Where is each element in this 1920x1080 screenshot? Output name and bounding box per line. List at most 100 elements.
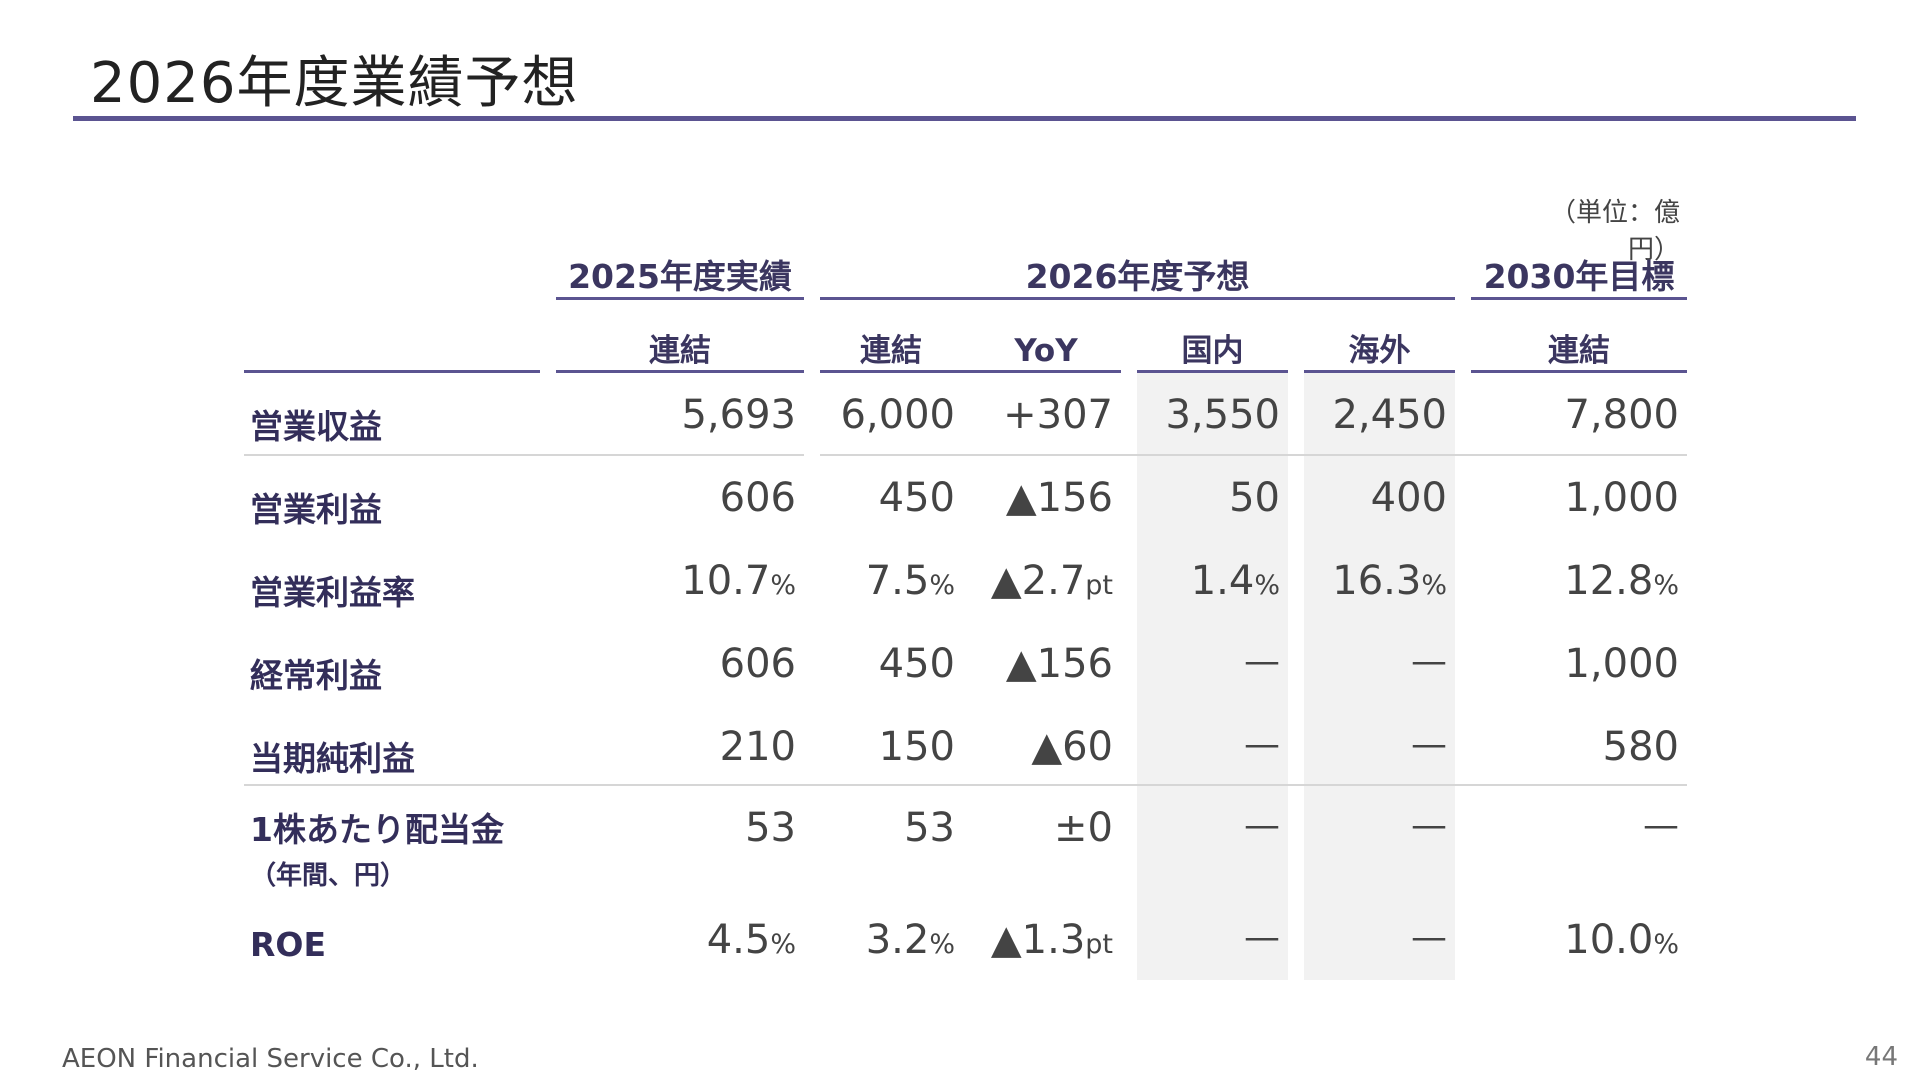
sub-rule-domestic (1137, 370, 1288, 373)
subheader-actual-consolidated: 連結 (649, 333, 711, 369)
sub-rule-label (244, 370, 540, 373)
table-cell: 3.2% (866, 917, 955, 963)
table-cell: — (1244, 724, 1280, 765)
cell-value: — (1411, 641, 1447, 682)
table-cell: 450 (879, 475, 955, 521)
cell-value: 1.4 (1190, 558, 1255, 604)
cell-value: ▲1.3 (990, 917, 1086, 963)
row-label: 営業収益 (250, 400, 382, 448)
cell-value: — (1244, 805, 1280, 846)
cell-value: 6,000 (840, 392, 955, 438)
cell-value: — (1244, 641, 1280, 682)
table-cell: 150 (879, 724, 955, 770)
group-rule-target (1471, 297, 1687, 300)
cell-value: ±0 (1054, 805, 1113, 851)
row-label-text: 営業収益 (250, 407, 382, 446)
row-label: 営業利益 (250, 483, 382, 531)
table-cell: 50 (1229, 475, 1280, 521)
row-label-text: 経常利益 (250, 656, 382, 695)
row-label: 経常利益 (250, 649, 382, 697)
page-number: 44 (1864, 1042, 1898, 1072)
table-cell: 4.5% (707, 917, 796, 963)
table-cell: 16.3% (1332, 558, 1447, 604)
table-cell: — (1411, 724, 1447, 765)
cell-unit: % (1254, 570, 1280, 601)
cell-value: — (1643, 805, 1679, 846)
table-cell: 580 (1603, 724, 1679, 770)
sub-rule-forecast (820, 370, 1121, 373)
cell-value: — (1244, 724, 1280, 765)
table-cell: ±0 (1054, 805, 1113, 851)
cell-value: ▲2.7 (990, 558, 1086, 604)
cell-value: ▲156 (1005, 641, 1113, 687)
table-cell: — (1244, 641, 1280, 682)
row-label-text: 1株あたり配当金 (250, 810, 504, 849)
cell-value: 606 (719, 475, 796, 521)
cell-unit: % (1653, 570, 1679, 601)
row-label: 当期純利益 (250, 732, 415, 780)
cell-value: 210 (719, 724, 796, 770)
group-header-forecast: 2026年度予想 (1025, 257, 1250, 296)
table-cell: — (1411, 805, 1447, 846)
table-cell: 450 (879, 641, 955, 687)
cell-value: ▲156 (1005, 475, 1113, 521)
cell-value: — (1411, 917, 1447, 958)
cell-value: 450 (878, 641, 955, 687)
sub-rule-actual (556, 370, 804, 373)
table-cell: — (1411, 641, 1447, 682)
cell-value: — (1411, 724, 1447, 765)
group-header-actual: 2025年度実績 (568, 257, 792, 296)
row-divider (244, 784, 1687, 786)
cell-value: 2,450 (1332, 392, 1447, 438)
table-cell: — (1411, 917, 1447, 958)
subheader-domestic: 国内 (1181, 333, 1244, 369)
page-title: 2026年度業績予想 (90, 51, 579, 116)
cell-value: 400 (1370, 475, 1447, 521)
unit-note: （単位：億円） (1549, 198, 1680, 265)
row-label: ROE (250, 925, 326, 964)
cell-value: 580 (1602, 724, 1679, 770)
cell-value: — (1411, 805, 1447, 846)
cell-value: — (1244, 917, 1280, 958)
cell-value: 450 (878, 475, 955, 521)
cell-unit: pt (1085, 570, 1113, 601)
cell-unit: % (929, 929, 955, 960)
table-cell: 1,000 (1564, 475, 1679, 521)
cell-value: 53 (904, 805, 955, 851)
cell-value: 12.8 (1564, 558, 1654, 604)
title-underline (73, 116, 1856, 121)
subheader-yoy: YoY (1014, 333, 1078, 369)
group-header-target: 2030年目標 (1483, 257, 1675, 296)
cell-value: ▲60 (1031, 724, 1113, 770)
table-cell: 53 (904, 805, 955, 851)
table-cell: 2,450 (1332, 392, 1447, 438)
cell-value: 4.5 (706, 917, 771, 963)
row-label-text: 営業利益率 (250, 573, 415, 612)
table-cell: — (1244, 917, 1280, 958)
row-label-text: ROE (250, 925, 327, 964)
table-cell: 7,800 (1564, 392, 1679, 438)
row-divider (244, 454, 804, 456)
overseas-column-shade (1304, 372, 1455, 980)
table-cell: 10.7% (681, 558, 796, 604)
group-rule-actual (556, 297, 804, 300)
table-cell: ▲1.3pt (991, 917, 1113, 963)
sub-rule-overseas (1304, 370, 1455, 373)
table-cell: 400 (1371, 475, 1447, 521)
cell-value: 53 (745, 805, 796, 851)
table-cell: 1.4% (1191, 558, 1280, 604)
row-label: 1株あたり配当金 （年間、円） (250, 803, 504, 892)
group-rule-forecast (820, 297, 1455, 300)
table-cell: ▲156 (1006, 475, 1113, 521)
cell-value: 5,693 (681, 392, 796, 438)
cell-value: 3.2 (865, 917, 930, 963)
cell-value: 1,000 (1564, 475, 1679, 521)
table-cell: ▲2.7pt (991, 558, 1113, 604)
table-cell: 606 (720, 475, 796, 521)
cell-unit: % (770, 929, 796, 960)
cell-value: 10.7 (681, 558, 771, 604)
cell-unit: pt (1085, 929, 1113, 960)
table-cell: 53 (745, 805, 796, 851)
table-cell: 5,693 (681, 392, 796, 438)
cell-value: 16.3 (1332, 558, 1422, 604)
